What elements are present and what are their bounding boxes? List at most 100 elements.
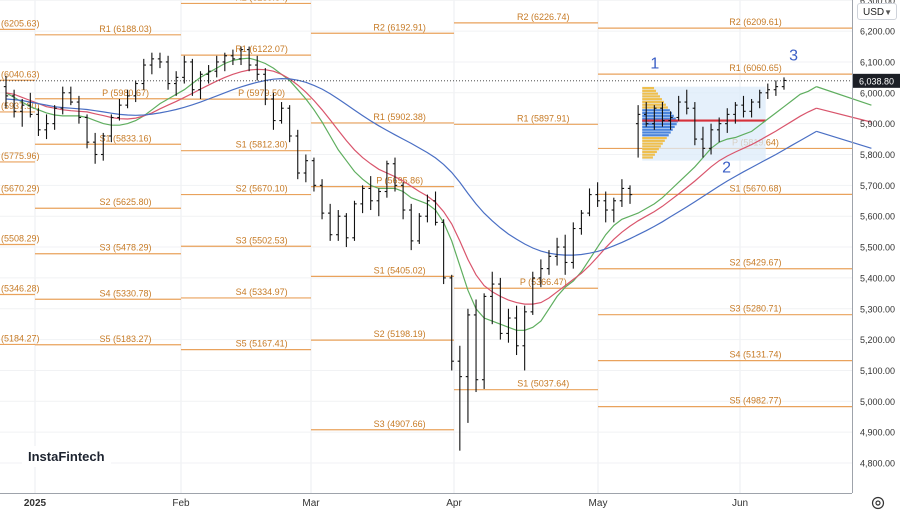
pivot-label: S5 (5167.41)	[236, 339, 288, 349]
pivot-label: P (5695.86)	[376, 176, 423, 186]
y-tick-label: 5,700.00	[860, 181, 895, 191]
settings-icon[interactable]	[871, 496, 885, 510]
wave-annotations: 1 2 3	[650, 47, 798, 176]
profile-row	[642, 106, 668, 109]
pivot-label: (6040.63)	[1, 69, 40, 79]
y-tick-label: 5,400.00	[860, 273, 895, 283]
y-tick-label: 5,500.00	[860, 243, 895, 253]
current-price-tag	[853, 73, 900, 88]
pivot-label: S5 (5183.27)	[99, 334, 151, 344]
profile-row	[642, 95, 660, 98]
y-tick-label: 5,100.00	[860, 366, 895, 376]
pivot-label: S1 (5812.30)	[236, 140, 288, 150]
y-tick-label: 5,000.00	[860, 397, 895, 407]
y-tick-label: 5,200.00	[860, 335, 895, 345]
x-tick-label: Feb	[172, 498, 190, 509]
chevron-down-icon: ▼	[884, 8, 892, 17]
profile-row	[642, 142, 663, 145]
profile-row	[642, 148, 659, 151]
x-tick-label: 2025	[24, 498, 47, 509]
profile-row	[642, 134, 669, 137]
pivot-label: S2 (5670.10)	[236, 184, 288, 194]
pivot-label: (5184.27)	[1, 333, 40, 343]
pivot-label: S1 (5405.02)	[374, 265, 426, 275]
profile-row	[642, 139, 665, 142]
pivot-label: S4 (5131.74)	[729, 350, 781, 360]
y-tick-label: 6,200.00	[860, 27, 895, 37]
profile-row	[642, 150, 657, 154]
pivot-label: P (5366.47)	[520, 277, 567, 287]
pivot-label: R1 (6188.03)	[99, 24, 152, 34]
y-tick-label: 5,900.00	[860, 119, 895, 129]
pivot-label: (5937.90)	[1, 101, 40, 111]
profile-row	[642, 156, 653, 159]
pivot-label: R2 (6192.91)	[373, 22, 426, 32]
pivot-label: (5775.96)	[1, 151, 40, 161]
profile-row	[642, 123, 677, 126]
x-tick-label: Mar	[302, 498, 320, 509]
profile-row	[642, 114, 674, 117]
moving-average-projection	[816, 86, 872, 106]
y-tick-label: 4,900.00	[860, 428, 895, 438]
x-tick-label: Jun	[732, 498, 748, 509]
profile-row	[642, 98, 662, 101]
volume-profile	[642, 86, 766, 161]
y-tick-label: 4,800.00	[860, 459, 895, 469]
profile-row	[642, 136, 667, 140]
x-tick-label: May	[589, 498, 608, 509]
wave-label: 3	[789, 47, 798, 64]
pivot-label: (5508.29)	[1, 233, 40, 243]
pivot-label: S2 (5429.67)	[729, 258, 781, 268]
pivot-levels: (6347.36)(6205.63)(6040.63)(5937.90)(577…	[0, 0, 852, 431]
pivot-label: S1 (5037.64)	[517, 379, 569, 389]
pivot-label: (5346.28)	[1, 283, 40, 293]
profile-row	[642, 128, 673, 131]
pivot-label: R2 (6226.74)	[517, 12, 570, 22]
pivot-label: S5 (4982.77)	[729, 396, 781, 406]
profile-row	[642, 125, 675, 129]
moving-average-line	[5, 57, 817, 331]
y-tick-label: 6,000.00	[860, 88, 895, 98]
pivot-label: (6205.63)	[1, 18, 40, 28]
wave-label: 2	[722, 159, 731, 176]
price-bars	[3, 46, 787, 451]
moving-average-line	[5, 68, 817, 305]
pivot-label: S3 (5478.29)	[99, 243, 151, 253]
profile-row	[642, 131, 671, 134]
profile-row	[642, 100, 664, 104]
moving-average-projection	[816, 130, 872, 149]
profile-row	[642, 86, 655, 90]
y-tick-label: 6,100.00	[860, 57, 895, 67]
pivot-label: S1 (5833.16)	[99, 133, 151, 143]
pivot-label: R2 (6289.64)	[235, 0, 288, 2]
profile-row	[642, 92, 658, 95]
y-tick-label: 5,300.00	[860, 304, 895, 314]
moving-average-line	[5, 77, 817, 256]
y-tick-label: 5,600.00	[860, 212, 895, 222]
grid	[0, 0, 852, 493]
pivot-label: P (5979.50)	[238, 88, 285, 98]
pivot-label: R1 (5897.91)	[517, 113, 570, 123]
pivot-label: P (5980.67)	[102, 88, 149, 98]
pivot-label: (5670.29)	[1, 184, 40, 194]
pivot-label: R2 (6209.61)	[729, 17, 782, 27]
currency-label: USD	[863, 7, 885, 18]
currency-selector[interactable]: USD ▼	[857, 3, 897, 20]
pivot-label: S4 (5330.78)	[99, 288, 151, 298]
pivot-label: R1 (6122.07)	[235, 44, 288, 54]
y-tick-label: 5,800.00	[860, 150, 895, 160]
pivot-label: S2 (5198.19)	[374, 329, 426, 339]
profile-row	[642, 145, 661, 148]
profile-row	[642, 153, 655, 156]
pivot-label: S3 (5280.71)	[729, 304, 781, 314]
profile-row	[642, 111, 672, 115]
moving-average-projection	[816, 107, 872, 123]
pivot-label: S4 (5334.97)	[236, 287, 288, 297]
x-tick-label: Apr	[446, 498, 462, 509]
pivot-label: S2 (5625.80)	[99, 197, 151, 207]
moving-averages	[5, 57, 872, 331]
brand-logo: InstaFintech	[22, 446, 111, 467]
